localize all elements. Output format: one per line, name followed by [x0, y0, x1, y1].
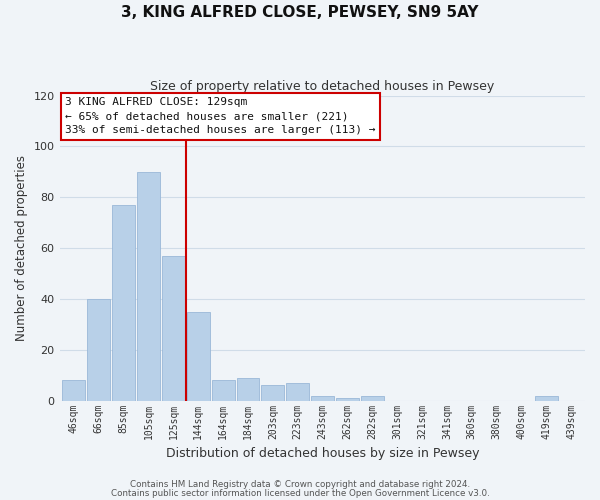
- Bar: [286, 383, 309, 400]
- Bar: [535, 396, 558, 400]
- Bar: [311, 396, 334, 400]
- Bar: [336, 398, 359, 400]
- Bar: [187, 312, 210, 400]
- Bar: [137, 172, 160, 400]
- Bar: [88, 299, 110, 400]
- Text: Contains public sector information licensed under the Open Government Licence v3: Contains public sector information licen…: [110, 490, 490, 498]
- Bar: [112, 205, 135, 400]
- Bar: [262, 386, 284, 400]
- Bar: [361, 396, 384, 400]
- Text: 3, KING ALFRED CLOSE, PEWSEY, SN9 5AY: 3, KING ALFRED CLOSE, PEWSEY, SN9 5AY: [121, 5, 479, 20]
- Bar: [62, 380, 85, 400]
- Y-axis label: Number of detached properties: Number of detached properties: [15, 155, 28, 341]
- Bar: [162, 256, 185, 400]
- Title: Size of property relative to detached houses in Pewsey: Size of property relative to detached ho…: [151, 80, 495, 93]
- X-axis label: Distribution of detached houses by size in Pewsey: Distribution of detached houses by size …: [166, 447, 479, 460]
- Text: Contains HM Land Registry data © Crown copyright and database right 2024.: Contains HM Land Registry data © Crown c…: [130, 480, 470, 489]
- Bar: [212, 380, 235, 400]
- Bar: [236, 378, 259, 400]
- Text: 3 KING ALFRED CLOSE: 129sqm
← 65% of detached houses are smaller (221)
33% of se: 3 KING ALFRED CLOSE: 129sqm ← 65% of det…: [65, 97, 376, 135]
